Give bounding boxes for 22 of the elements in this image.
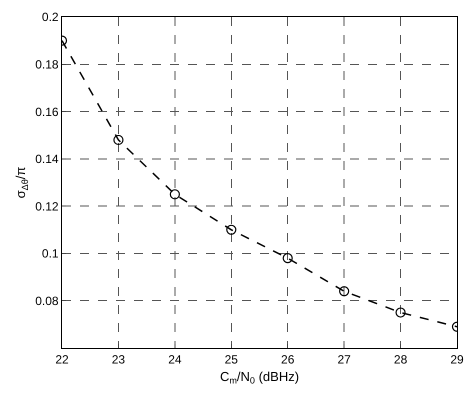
point — [226, 224, 236, 235]
point — [339, 286, 350, 296]
x-tick-label: 29 — [450, 352, 464, 366]
x-tick-label: 26 — [281, 352, 295, 366]
x-tick-label: 24 — [168, 352, 182, 366]
y-tick-label: 0.1 — [42, 246, 59, 261]
point — [113, 134, 124, 146]
x-tick-label: 23 — [112, 352, 126, 366]
x-tick-label: 28 — [394, 352, 408, 366]
point — [282, 253, 293, 264]
x-tick-label: 25 — [224, 352, 238, 366]
y-tick-label: 0.08 — [35, 294, 59, 308]
y-tick-label: 0.18 — [35, 57, 59, 72]
point — [395, 307, 406, 318]
x-tick-label: 27 — [337, 352, 352, 366]
y-tick-label: 0.16 — [35, 104, 59, 119]
x-axis-title: C$_{m}$/N$_{0}$ (dBHz) — [220, 369, 300, 386]
x-tick-label: 22 — [55, 352, 69, 366]
y-tick-label: 0.12 — [35, 199, 59, 214]
y-tick-label: 0.14 — [35, 152, 59, 166]
point — [170, 189, 180, 200]
y-tick-label: 0.2 — [42, 10, 59, 24]
